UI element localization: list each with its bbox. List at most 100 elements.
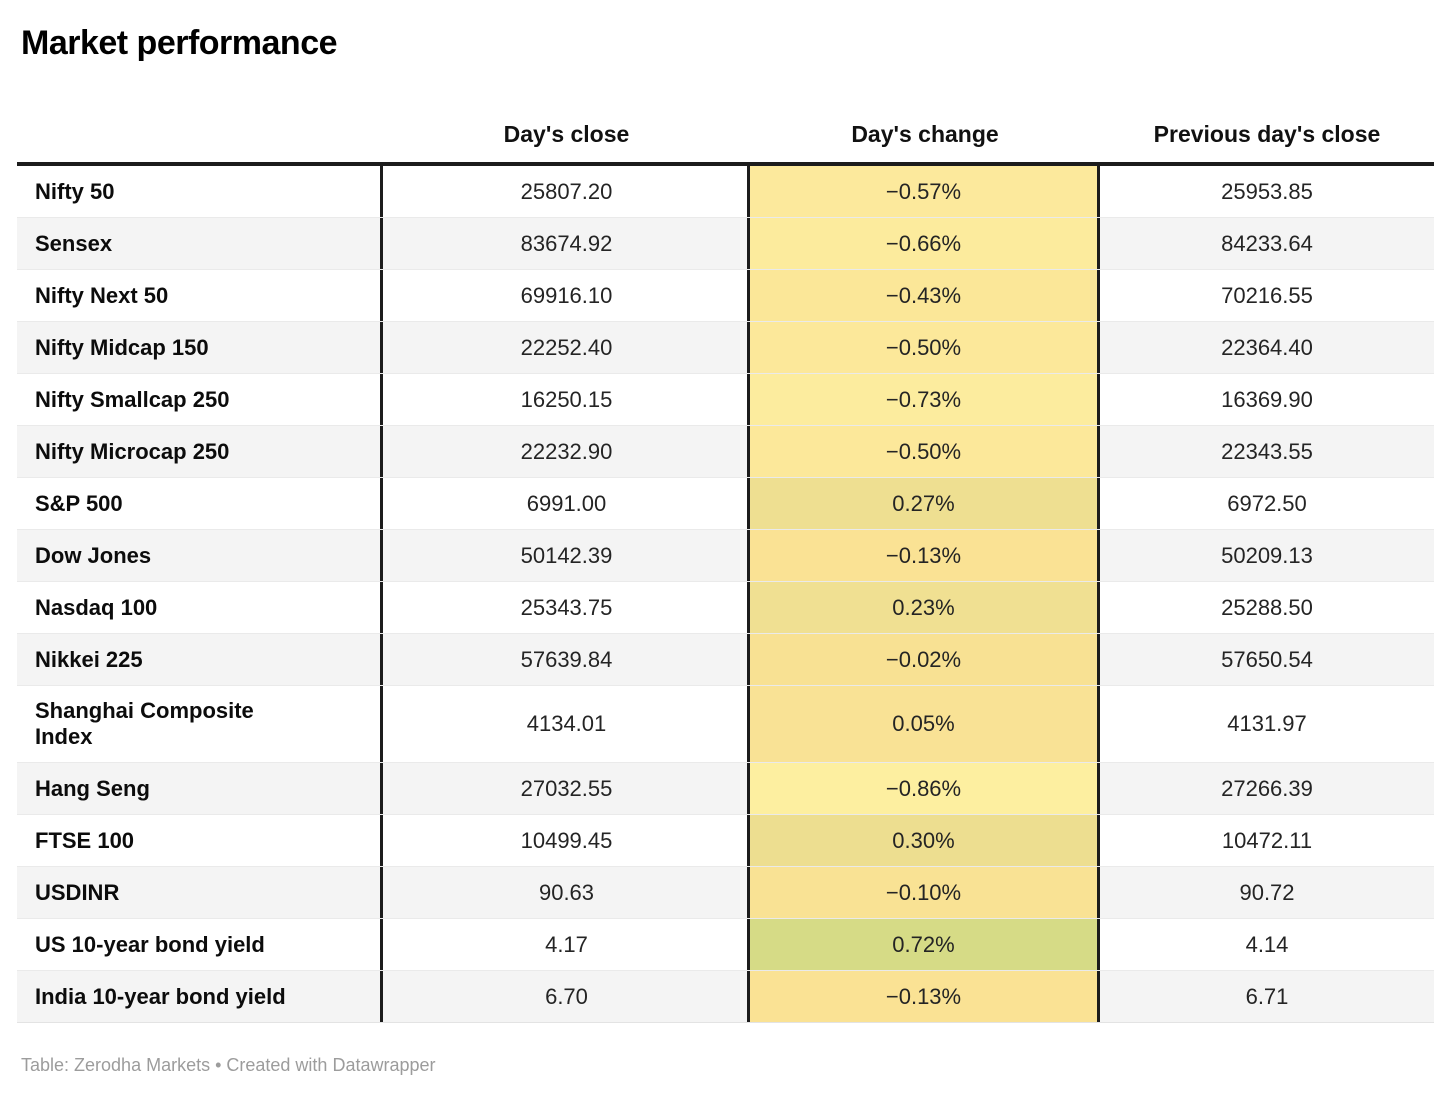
days-change-cell: −0.10%: [747, 867, 1100, 918]
index-name: Hang Seng: [35, 775, 150, 801]
days-close-value: 6991.00: [526, 490, 607, 516]
days-change-cell: −0.50%: [747, 426, 1100, 477]
days-close-value: 50142.39: [520, 542, 613, 568]
prev-close-value: 25953.85: [1221, 178, 1313, 204]
table-row: Nifty Next 50 69916.10 −0.43% 70216.55: [17, 269, 1434, 321]
prev-close-value: 25288.50: [1221, 594, 1313, 620]
index-name-cell: S&P 500: [17, 478, 383, 529]
index-name-cell: Shanghai Composite Index: [17, 686, 383, 762]
days-close-cell: 57639.84: [383, 634, 750, 685]
days-change-value: −0.50%: [885, 334, 962, 360]
market-performance-table: Day's close Day's change Previous day's …: [17, 64, 1434, 1023]
table-row: Nikkei 225 57639.84 −0.02% 57650.54: [17, 633, 1434, 685]
index-name: Nikkei 225: [35, 646, 143, 672]
days-change-value: −0.43%: [885, 282, 962, 308]
days-close-cell: 4.17: [383, 919, 750, 970]
index-name: Sensex: [35, 230, 113, 256]
days-change-value: −0.02%: [885, 646, 962, 672]
prev-close-cell: 25288.50: [1100, 582, 1434, 633]
days-close-value: 16250.15: [520, 386, 613, 412]
days-close-value: 6.70: [545, 983, 588, 1009]
index-name-cell: Nifty 50: [17, 166, 383, 217]
index-name: Nifty Microcap 250: [35, 438, 230, 464]
days-change-cell: −0.13%: [747, 530, 1100, 581]
days-change-value: −0.73%: [885, 386, 962, 412]
index-name-cell: Nifty Microcap 250: [17, 426, 383, 477]
days-close-value: 25343.75: [520, 594, 613, 620]
days-change-cell: 0.72%: [747, 919, 1100, 970]
days-close-cell: 50142.39: [383, 530, 750, 581]
days-change-value: −0.66%: [885, 230, 962, 256]
table-row: S&P 500 6991.00 0.27% 6972.50: [17, 477, 1434, 529]
days-change-cell: 0.27%: [747, 478, 1100, 529]
index-name: Nifty Next 50: [35, 282, 169, 308]
days-change-value: −0.57%: [885, 178, 962, 204]
index-name: Dow Jones: [35, 542, 152, 568]
days-close-value: 4.17: [545, 931, 588, 957]
page-title: Market performance: [21, 24, 338, 62]
days-close-value: 10499.45: [520, 827, 613, 853]
prev-close-cell: 6.71: [1100, 971, 1434, 1022]
days-change-cell: −0.50%: [747, 322, 1100, 373]
prev-close-cell: 6972.50: [1100, 478, 1434, 529]
days-change-value: 0.23%: [892, 594, 955, 620]
days-close-cell: 22252.40: [383, 322, 750, 373]
days-close-value: 22232.90: [520, 438, 613, 464]
days-change-cell: 0.05%: [747, 686, 1100, 762]
days-change-value: −0.86%: [885, 775, 962, 801]
column-header-days-change: Day's change: [851, 121, 999, 147]
index-name-cell: India 10-year bond yield: [17, 971, 383, 1022]
days-close-cell: 25807.20: [383, 166, 750, 217]
prev-close-cell: 70216.55: [1100, 270, 1434, 321]
days-close-cell: 16250.15: [383, 374, 750, 425]
days-close-cell: 4134.01: [383, 686, 750, 762]
table-row: Nifty Smallcap 250 16250.15 −0.73% 16369…: [17, 373, 1434, 425]
index-name-cell: Nifty Next 50: [17, 270, 383, 321]
prev-close-value: 84233.64: [1221, 230, 1313, 256]
prev-close-cell: 10472.11: [1100, 815, 1434, 866]
days-change-cell: −0.73%: [747, 374, 1100, 425]
index-name-cell: FTSE 100: [17, 815, 383, 866]
days-close-value: 27032.55: [520, 775, 613, 801]
table-row: US 10-year bond yield 4.17 0.72% 4.14: [17, 918, 1434, 970]
prev-close-cell: 90.72: [1100, 867, 1434, 918]
index-name: Nifty Smallcap 250: [35, 386, 230, 412]
days-close-cell: 10499.45: [383, 815, 750, 866]
index-name-cell: Nasdaq 100: [17, 582, 383, 633]
table-row: Nifty Midcap 150 22252.40 −0.50% 22364.4…: [17, 321, 1434, 373]
prev-close-cell: 4.14: [1100, 919, 1434, 970]
table-body: Nifty 50 25807.20 −0.57% 25953.85 Sensex: [17, 166, 1434, 1023]
table-row: Sensex 83674.92 −0.66% 84233.64: [17, 217, 1434, 269]
prev-close-cell: 22364.40: [1100, 322, 1434, 373]
table-row: Nasdaq 100 25343.75 0.23% 25288.50: [17, 581, 1434, 633]
prev-close-cell: 4131.97: [1100, 686, 1434, 762]
prev-close-value: 16369.90: [1221, 386, 1313, 412]
index-name-cell: Nifty Midcap 150: [17, 322, 383, 373]
days-close-value: 57639.84: [520, 646, 613, 672]
prev-close-cell: 84233.64: [1100, 218, 1434, 269]
table-row: Nifty Microcap 250 22232.90 −0.50% 22343…: [17, 425, 1434, 477]
days-close-value: 22252.40: [520, 334, 613, 360]
prev-close-cell: 27266.39: [1100, 763, 1434, 814]
days-close-cell: 6991.00: [383, 478, 750, 529]
column-header-days-close: Day's close: [503, 121, 630, 147]
days-change-value: −0.13%: [885, 983, 962, 1009]
days-close-value: 83674.92: [520, 230, 613, 256]
index-name-cell: Sensex: [17, 218, 383, 269]
index-name-cell: US 10-year bond yield: [17, 919, 383, 970]
prev-close-value: 90.72: [1239, 879, 1295, 905]
index-name: Nifty 50: [35, 178, 115, 204]
prev-close-value: 70216.55: [1221, 282, 1313, 308]
prev-close-value: 22364.40: [1221, 334, 1313, 360]
days-close-value: 4134.01: [526, 711, 607, 736]
days-change-value: 0.05%: [892, 711, 955, 736]
days-close-cell: 83674.92: [383, 218, 750, 269]
days-change-cell: −0.57%: [747, 166, 1100, 217]
days-change-value: −0.50%: [885, 438, 962, 464]
prev-close-cell: 50209.13: [1100, 530, 1434, 581]
prev-close-value: 10472.11: [1221, 827, 1313, 853]
table-header-row: Day's close Day's change Previous day's …: [17, 64, 1434, 166]
days-change-value: 0.27%: [892, 490, 955, 516]
days-close-value: 25807.20: [520, 178, 613, 204]
